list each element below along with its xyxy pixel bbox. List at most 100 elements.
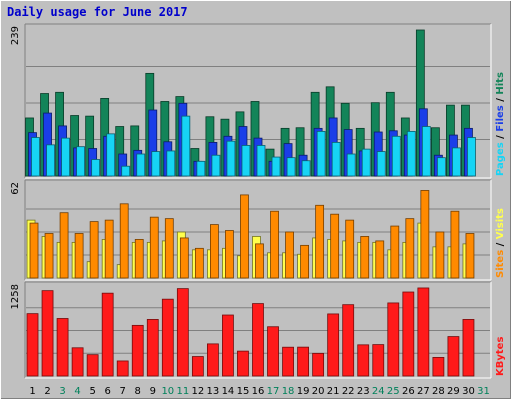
x-tick-label: 23 — [357, 386, 370, 397]
bar-pages-day-1 — [31, 137, 40, 177]
x-tick-label: 3 — [59, 386, 65, 397]
bar-kbytes-day-26 — [402, 291, 415, 377]
bar-sites-day-24 — [375, 240, 385, 279]
chart-title: Daily usage for June 2017 — [7, 5, 188, 19]
bar-sites-day-26 — [405, 218, 415, 279]
bar-kbytes-day-15 — [237, 350, 249, 377]
bar-pages-day-26 — [406, 131, 416, 177]
bar-sites-day-7 — [119, 203, 129, 279]
bar-pages-day-25 — [391, 135, 401, 177]
bar-pages-day-8 — [136, 153, 146, 177]
x-tick-label: 21 — [327, 386, 340, 397]
x-tick-label: 17 — [267, 386, 280, 397]
bar-kbytes-day-22 — [342, 304, 355, 377]
bar-kbytes-day-14 — [222, 314, 234, 377]
bar-sites-day-10 — [164, 218, 174, 279]
panel-bottom-ymax-label: 1258 — [10, 284, 21, 309]
bar-pages-day-5 — [91, 159, 101, 177]
bar-sites-day-27 — [420, 190, 430, 279]
bar-kbytes-day-5 — [86, 354, 99, 377]
panel-top-ymax-label: 239 — [10, 26, 21, 45]
x-tick-label: 13 — [207, 386, 220, 397]
bar-pages-day-22 — [346, 153, 356, 177]
bar-sites-day-16 — [255, 243, 264, 279]
x-tick-label: 12 — [192, 386, 205, 397]
bar-pages-day-30 — [467, 137, 476, 177]
x-tick-label: 4 — [74, 386, 80, 397]
bar-sites-day-11 — [179, 237, 189, 279]
bar-kbytes-day-20 — [312, 352, 325, 377]
bar-pages-day-28 — [436, 157, 446, 177]
x-tick-label: 14 — [222, 386, 235, 397]
bar-pages-day-19 — [301, 160, 311, 177]
bar-kbytes-day-11 — [176, 288, 189, 377]
bar-kbytes-day-24 — [372, 344, 385, 377]
bar-pages-day-9 — [151, 151, 161, 177]
bar-pages-day-2 — [46, 144, 55, 177]
x-tick-label: 15 — [237, 386, 250, 397]
bar-pages-day-6 — [106, 133, 116, 177]
bar-pages-day-15 — [241, 145, 251, 177]
bar-sites-day-13 — [210, 224, 219, 279]
bar-kbytes-day-12 — [191, 356, 204, 377]
bar-kbytes-day-30 — [462, 319, 475, 377]
bar-kbytes-day-16 — [252, 303, 264, 377]
x-tick-label: 16 — [252, 386, 265, 397]
legend-entry: / — [495, 132, 506, 143]
x-tick-label: 27 — [417, 386, 430, 397]
x-tick-label: 18 — [282, 386, 295, 397]
bar-sites-day-9 — [149, 216, 159, 279]
bar-pages-day-23 — [361, 148, 371, 177]
bar-sites-day-18 — [285, 231, 294, 279]
bar-kbytes-day-6 — [101, 292, 114, 377]
x-tick-label: 19 — [297, 386, 310, 397]
bar-sites-day-28 — [435, 231, 445, 279]
bar-sites-day-4 — [74, 233, 84, 279]
bar-sites-day-20 — [315, 204, 325, 279]
x-tick-label: 31 — [477, 386, 490, 397]
legend-entry: Visits — [495, 208, 506, 239]
bar-pages-day-4 — [76, 146, 86, 177]
x-tick-label: 5 — [89, 386, 95, 397]
bar-pages-day-29 — [452, 147, 461, 177]
legend-entry: / — [495, 239, 506, 250]
x-tick-label: 25 — [387, 386, 400, 397]
bar-pages-day-21 — [331, 142, 341, 177]
bar-kbytes-day-2 — [41, 290, 54, 377]
x-tick-label: 7 — [120, 386, 126, 397]
panel-middle-ymax-label: 62 — [10, 182, 21, 195]
bar-sites-day-15 — [240, 194, 249, 279]
bar-kbytes-day-21 — [327, 313, 340, 377]
bar-sites-day-14 — [225, 230, 234, 279]
bar-kbytes-day-27 — [417, 287, 430, 377]
bar-sites-day-3 — [59, 212, 69, 279]
bar-pages-day-11 — [181, 115, 191, 177]
legend-entry: / — [495, 95, 506, 106]
bar-sites-day-21 — [330, 213, 340, 279]
legend-entry: Hits — [495, 72, 506, 95]
x-tick-label: 24 — [372, 386, 385, 397]
x-tick-label: 30 — [462, 386, 475, 397]
bar-pages-day-13 — [211, 154, 221, 177]
bar-kbytes-day-23 — [357, 344, 370, 377]
bar-kbytes-day-1 — [26, 313, 39, 377]
bar-kbytes-day-9 — [146, 319, 159, 377]
bar-sites-day-17 — [270, 210, 279, 279]
legend-entry: Pages — [495, 142, 506, 176]
panel-middle-legend: Sites / Visits — [495, 208, 506, 278]
x-tick-label: 1 — [29, 386, 35, 397]
bar-pages-day-18 — [286, 157, 296, 177]
bar-sites-day-25 — [390, 225, 400, 279]
bar-kbytes-day-29 — [447, 336, 460, 377]
bar-pages-day-27 — [421, 126, 431, 177]
bar-pages-day-24 — [376, 151, 386, 177]
bar-sites-day-2 — [44, 233, 54, 279]
bar-pages-day-7 — [121, 165, 131, 177]
bar-kbytes-day-17 — [267, 326, 279, 377]
bar-kbytes-day-19 — [297, 346, 309, 377]
legend-entry: Files — [495, 105, 506, 131]
x-tick-label: 29 — [447, 386, 460, 397]
bar-sites-day-19 — [300, 244, 309, 279]
